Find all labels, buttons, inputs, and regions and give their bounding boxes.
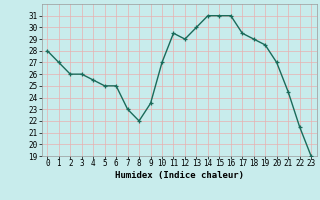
X-axis label: Humidex (Indice chaleur): Humidex (Indice chaleur)	[115, 171, 244, 180]
